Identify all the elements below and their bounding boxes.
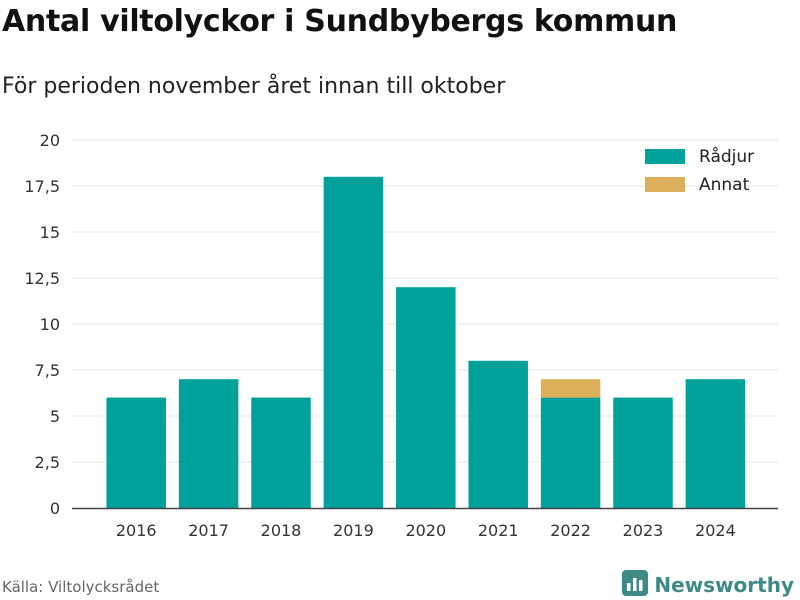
bar-rådjur-2017 (178, 379, 239, 508)
x-tick-label: 2016 (116, 521, 157, 540)
x-tick-label: 2024 (695, 521, 736, 540)
brand-name: Newsworthy (654, 573, 794, 597)
source-note: Källa: Viltolycksrådet (2, 578, 160, 596)
bar-rådjur-2024 (685, 379, 746, 508)
bar-annat-2022 (540, 379, 601, 398)
legend-label: Annat (699, 175, 750, 195)
legend-label: Rådjur (699, 146, 754, 167)
y-tick-label: 17,5 (24, 177, 60, 196)
bar-rådjur-2021 (468, 360, 528, 508)
x-tick-label: 2020 (405, 521, 446, 540)
bar-rådjur-2018 (251, 397, 311, 508)
x-tick-label: 2022 (550, 521, 591, 540)
x-tick-label: 2023 (623, 521, 664, 540)
y-tick-label: 12,5 (24, 269, 60, 288)
y-tick-label: 0 (50, 499, 60, 518)
x-tick-label: 2019 (333, 521, 374, 540)
y-tick-label: 10 (40, 315, 60, 334)
bar-rådjur-2020 (396, 287, 456, 508)
chart-title: Antal viltolyckor i Sundbybergs kommun (2, 4, 678, 39)
brand-logo: Newsworthy (622, 570, 794, 600)
bar-chart-logo-icon (622, 570, 649, 600)
bar-rådjur-2019 (323, 176, 384, 509)
chart-subtitle: För perioden november året innan till ok… (2, 74, 506, 99)
y-tick-label: 5 (50, 407, 60, 426)
legend-swatch (645, 149, 685, 164)
y-tick-label: 20 (40, 131, 60, 150)
x-tick-label: 2021 (478, 521, 519, 540)
bar-rådjur-2022 (540, 397, 601, 508)
x-tick-label: 2017 (188, 521, 229, 540)
y-tick-label: 7,5 (35, 361, 60, 380)
bar-rådjur-2016 (106, 397, 166, 508)
y-tick-label: 15 (40, 223, 60, 242)
x-tick-label: 2018 (261, 521, 302, 540)
legend-swatch (645, 177, 685, 192)
y-tick-label: 2,5 (35, 453, 60, 472)
bar-rådjur-2023 (613, 397, 673, 508)
